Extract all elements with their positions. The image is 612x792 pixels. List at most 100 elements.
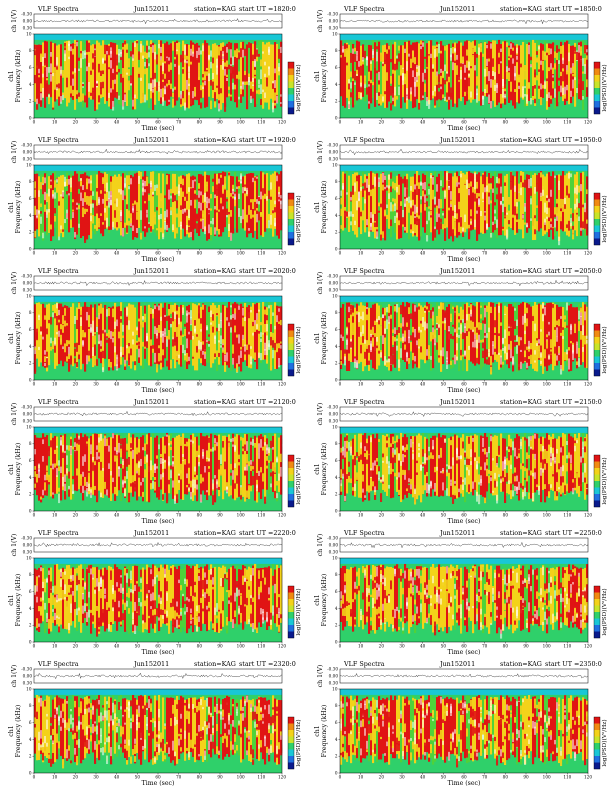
spectrogram-speckle (586, 66, 589, 73)
colorbar-label: log(PSD)(V²/Hz) (295, 457, 302, 504)
spectrogram-speckle (418, 332, 421, 339)
spectrogram-speckle (406, 95, 409, 101)
spectrogram-speckle (134, 44, 137, 48)
spectrogram-speckle (182, 307, 185, 315)
spectrogram-speckle (358, 452, 361, 462)
spectrogram-column (472, 173, 475, 230)
spectrogram-speckle (208, 458, 211, 462)
spectrogram-speckle (398, 349, 401, 352)
spectrogram-speckle (472, 341, 475, 348)
spectrogram-speckle (348, 210, 351, 217)
spectrogram-speckle (478, 199, 481, 205)
spectrogram-speckle (398, 53, 401, 62)
spectrogram-speckle (370, 79, 373, 84)
spectrogram-column (410, 305, 413, 362)
spectrogram-column (208, 305, 211, 364)
panel-svg: VLF Spectra Jun152011 station=KAG start UT … (314, 398, 608, 525)
spectrogram-speckle (78, 345, 81, 355)
spectrogram-speckle (68, 346, 71, 356)
spectrogram-speckle (528, 44, 531, 55)
spectrogram-speckle (50, 224, 53, 230)
spectrogram-speckle (258, 211, 261, 221)
spectrogram-speckle (202, 210, 205, 217)
spectrogram-speckle (452, 229, 455, 239)
spectrogram-column (376, 303, 379, 370)
spectrogram-speckle (464, 226, 467, 233)
spectrogram-speckle (554, 63, 557, 70)
spectrogram-speckle (398, 327, 401, 333)
spectrogram-speckle (456, 213, 459, 220)
spectrogram-speckle (94, 323, 97, 328)
spectrogram-column (178, 176, 181, 228)
spectrogram-speckle (404, 447, 407, 453)
spectrogram-speckle (410, 87, 413, 95)
spectrogram-column (470, 172, 473, 231)
spectrogram-speckle (56, 84, 59, 89)
spectrogram-speckle (456, 99, 459, 102)
spectrogram-speckle (212, 314, 215, 321)
spectrogram-speckle (108, 198, 111, 208)
spectrogram-speckle (234, 463, 237, 468)
spectrogram-speckle (76, 176, 79, 183)
spectrogram-speckle (198, 190, 201, 198)
waveform-frame (33, 144, 283, 160)
spectrogram-column (346, 302, 349, 372)
spectrogram-speckle (142, 55, 145, 59)
spectrogram-speckle (146, 209, 149, 214)
spectrogram-speckle (78, 438, 81, 445)
colorbar-label: log(PSD)(V²/Hz) (295, 64, 302, 111)
x-tick-label: 110 (563, 251, 571, 256)
spectrogram-speckle (354, 478, 357, 484)
spectrogram-speckle (256, 469, 259, 473)
spectrogram-speckle (360, 442, 363, 449)
spectrogram-speckle (96, 226, 99, 230)
colorbar-frame (287, 323, 295, 377)
panel-station: station=KAG (194, 5, 236, 13)
spectrogram-speckle (412, 231, 415, 234)
spectrogram-speckle (156, 363, 159, 373)
spectrogram-speckle (568, 347, 571, 351)
x-tick-label: 60 (155, 120, 161, 125)
spectrogram-speckle (534, 69, 537, 76)
spectrogram-speckle (126, 458, 129, 467)
spectrogram-speckle (366, 205, 369, 214)
spectrogram-speckle (92, 320, 95, 331)
spectrogram-speckle (102, 177, 105, 185)
spectrogram-speckle (384, 356, 387, 365)
spectrogram-speckle (276, 175, 279, 182)
spectrogram-column (578, 303, 581, 363)
spectrogram-speckle (256, 49, 259, 58)
spectrogram-speckle (342, 313, 345, 319)
spectrogram-speckle (82, 198, 85, 207)
spectrogram-speckle (52, 90, 55, 99)
colorbar-segment (288, 199, 294, 207)
spectrogram-speckle (214, 206, 217, 210)
spectrogram-speckle (340, 479, 343, 487)
spectrogram-speckle (522, 86, 525, 90)
spectrogram-speckle (388, 484, 391, 489)
spectrogram-speckle (394, 449, 397, 456)
spectrogram-speckle (442, 94, 445, 99)
spectrogram-speckle (88, 178, 91, 184)
spectrogram-column (138, 171, 141, 228)
spectrogram-speckle (528, 82, 531, 89)
spectrogram-speckle (482, 320, 485, 324)
spectrogram-column (550, 302, 553, 363)
spectrogram-speckle (458, 222, 461, 232)
spectrogram-speckle (562, 177, 565, 183)
spectrogram-speckle (278, 308, 281, 312)
spectrogram-speckle (210, 478, 213, 485)
spectrogram-speckle (112, 455, 115, 465)
spectrogram-column (404, 434, 407, 495)
spectrogram-speckle (450, 360, 453, 366)
spectrogram-speckle (368, 71, 371, 82)
spectrogram-speckle (558, 338, 561, 347)
spectrogram-speckle (48, 94, 51, 105)
spectrogram-speckle (244, 218, 247, 222)
spectrogram-speckle (186, 220, 189, 224)
spec-y-tick-label: 0 (335, 115, 338, 120)
spectrogram-column (186, 438, 189, 495)
spectrogram-speckle (552, 80, 555, 89)
spectrogram-speckle (258, 352, 261, 358)
spectrogram-speckle (568, 172, 571, 179)
